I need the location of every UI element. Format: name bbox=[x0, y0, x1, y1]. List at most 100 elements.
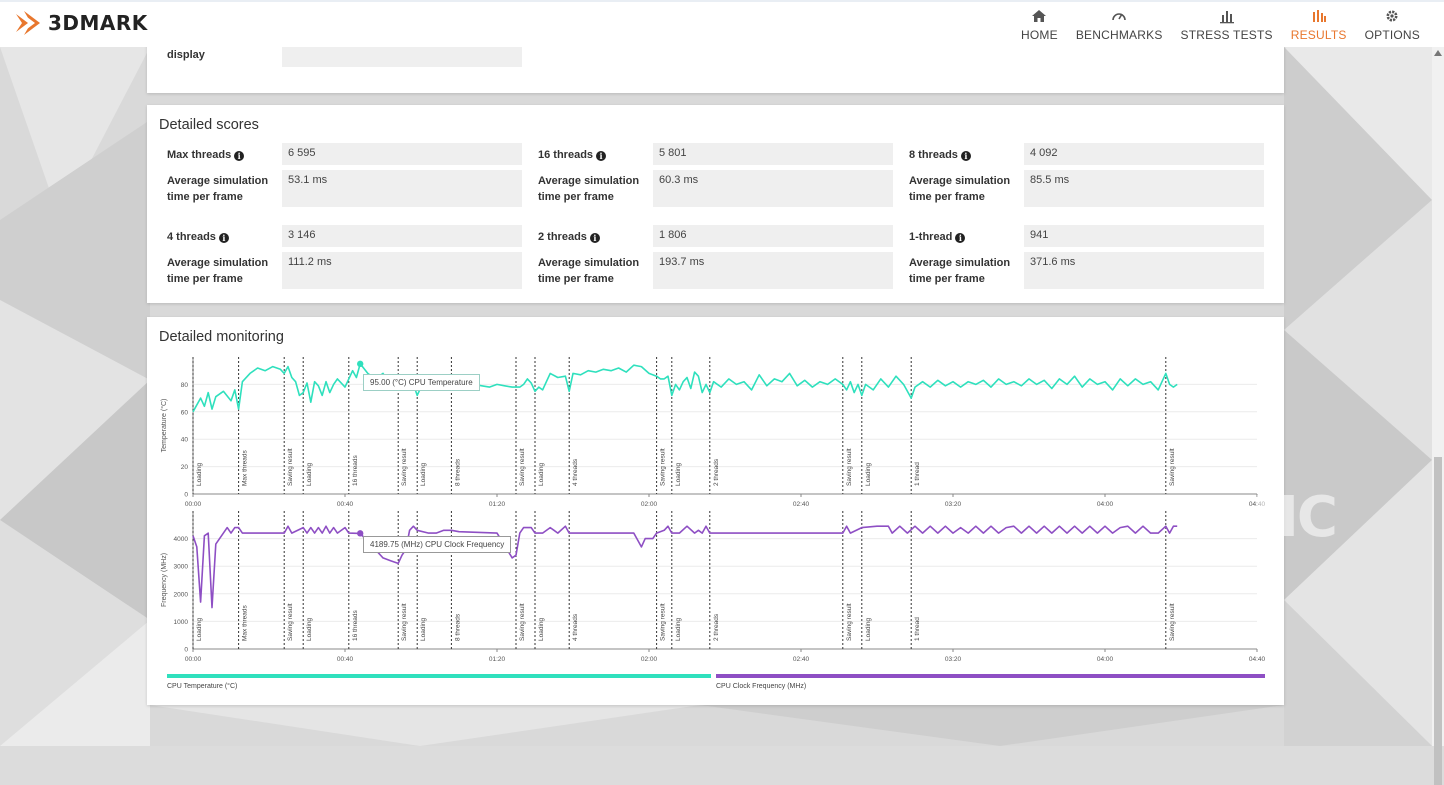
hover-point bbox=[357, 530, 364, 537]
hover-point bbox=[357, 360, 364, 368]
legend-bar-frequency[interactable] bbox=[716, 674, 1265, 678]
phase-marker-label: Saving result bbox=[287, 448, 294, 486]
sim-value: 60.3 ms bbox=[653, 170, 893, 207]
sim-label: Average simulation time per frame bbox=[538, 175, 640, 203]
logo-mark-icon bbox=[16, 11, 40, 35]
score-label-text: 8 threads bbox=[909, 149, 958, 161]
info-icon[interactable]: i bbox=[960, 151, 971, 161]
series-line bbox=[192, 525, 1178, 609]
score-value: 941 bbox=[1024, 225, 1264, 247]
phase-marker-label: 4 threads bbox=[572, 458, 579, 486]
x-tick-label: 02:00 bbox=[641, 501, 658, 508]
score-label-text: 2 threads bbox=[538, 231, 587, 243]
detailed-monitoring-title: Detailed monitoring bbox=[159, 329, 284, 345]
y-tick-label: 2000 bbox=[174, 591, 189, 598]
y-axis-label: Temperature (°C) bbox=[160, 399, 168, 453]
nav-home[interactable]: HOME bbox=[1021, 8, 1058, 42]
phase-marker-label: Saving result bbox=[1169, 603, 1176, 641]
gauge-icon bbox=[1112, 13, 1126, 21]
info-icon[interactable]: i bbox=[955, 233, 966, 243]
info-icon[interactable]: i bbox=[218, 233, 229, 243]
display-label: display bbox=[167, 49, 205, 61]
phase-marker-label: Saving result bbox=[1169, 448, 1176, 486]
score-value: 6 595 bbox=[282, 143, 522, 165]
legend-bar-temperature[interactable] bbox=[167, 674, 711, 678]
x-tick-label: 00:00 bbox=[185, 656, 202, 663]
phase-marker-label: Loading bbox=[306, 462, 313, 486]
x-tick-label: 03:20 bbox=[945, 656, 962, 663]
watermark-logo: NC bbox=[1252, 485, 1338, 550]
phase-marker-label: Saving result bbox=[846, 448, 853, 486]
series-line bbox=[192, 363, 1178, 413]
info-card: display bbox=[147, 40, 1284, 93]
x-tick-label: 00:40 bbox=[337, 501, 354, 508]
score-label-8-threads: 8 threads i bbox=[909, 147, 971, 163]
top-navigation-bar: 3DMARK HOME BENCHMARKS STRESS TESTS RESU… bbox=[0, 0, 1444, 47]
main-nav: HOME BENCHMARKS STRESS TESTS RESULTS OPT… bbox=[1003, 8, 1420, 42]
sim-value: 193.7 ms bbox=[653, 252, 893, 289]
page-scrollbar[interactable] bbox=[1432, 47, 1444, 785]
scrollbar-thumb[interactable] bbox=[1434, 457, 1442, 785]
score-label-text: 1-thread bbox=[909, 231, 953, 243]
phase-marker-label: 16 threads bbox=[352, 455, 359, 486]
x-tick-label: 04:40 bbox=[1249, 656, 1266, 663]
phase-marker-label: Max threads bbox=[242, 449, 249, 486]
sim-label: Average simulation time per frame bbox=[167, 257, 269, 285]
score-value: 3 146 bbox=[282, 225, 522, 247]
phase-marker-label: 4 threads bbox=[572, 613, 579, 641]
sim-label: Average simulation time per frame bbox=[909, 257, 1011, 285]
detailed-monitoring-card: Detailed monitoring 0 20 40 60 80 Temperature… bbox=[147, 317, 1284, 705]
y-tick-label: 20 bbox=[181, 464, 189, 471]
score-label-16-threads: 16 threads i bbox=[538, 147, 607, 163]
nav-stress-tests[interactable]: STRESS TESTS bbox=[1181, 8, 1273, 42]
score-value: 5 801 bbox=[653, 143, 893, 165]
phase-marker-label: Loading bbox=[675, 617, 682, 641]
3dmark-logo[interactable]: 3DMARK bbox=[14, 8, 148, 38]
nav-options[interactable]: OPTIONS bbox=[1365, 8, 1420, 42]
phase-marker-label: 1 thread bbox=[914, 462, 921, 486]
x-tick-label: 02:40 bbox=[793, 656, 810, 663]
score-label-text: 4 threads bbox=[167, 231, 216, 243]
phase-marker-label: 8 threads bbox=[454, 613, 461, 641]
x-tick-label: 04:40 bbox=[1249, 501, 1266, 508]
score-label-1-thread: 1-thread i bbox=[909, 229, 966, 245]
x-tick-label: 00:00 bbox=[185, 501, 202, 508]
phase-marker-label: Loading bbox=[196, 617, 203, 641]
phase-marker-label: Loading bbox=[675, 462, 682, 486]
y-tick-label: 4000 bbox=[174, 536, 189, 543]
phase-marker-label: Saving result bbox=[287, 603, 294, 641]
phase-marker-label: Saving result bbox=[519, 603, 526, 641]
phase-marker-label: Saving result bbox=[846, 603, 853, 641]
x-tick-label: 03:20 bbox=[945, 501, 962, 508]
y-tick-label: 1000 bbox=[174, 619, 189, 626]
y-tick-label: 40 bbox=[181, 437, 189, 444]
phase-marker-label: Max threads bbox=[242, 604, 249, 641]
info-icon[interactable]: i bbox=[596, 151, 607, 161]
info-icon[interactable]: i bbox=[234, 151, 245, 161]
scroll-up-arrow-icon[interactable] bbox=[1432, 47, 1444, 59]
info-icon[interactable]: i bbox=[589, 233, 600, 243]
phase-marker-label: Loading bbox=[420, 617, 427, 641]
nav-results[interactable]: RESULTS bbox=[1291, 8, 1347, 42]
monitoring-charts[interactable]: 0 20 40 60 80 Temperature (°C) 00:00 00:40 01:20… bbox=[147, 317, 1284, 705]
phase-marker-label: 2 threads bbox=[713, 613, 720, 641]
detailed-scores-card: Detailed scores Max threads i 6 595 Avera… bbox=[147, 105, 1284, 303]
x-tick-label: 00:40 bbox=[337, 656, 354, 663]
sim-value: 111.2 ms bbox=[282, 252, 522, 289]
phase-marker-label: Loading bbox=[420, 462, 427, 486]
temperature-tooltip: 95.00 (°C) CPU Temperature bbox=[363, 374, 480, 391]
nav-benchmarks-label: BENCHMARKS bbox=[1075, 28, 1163, 42]
bars-icon bbox=[1219, 11, 1234, 24]
y-tick-label: 60 bbox=[181, 409, 189, 416]
x-tick-label: 02:40 bbox=[793, 501, 810, 508]
phase-marker-label: Saving result bbox=[401, 603, 408, 641]
nav-benchmarks[interactable]: BENCHMARKS bbox=[1076, 8, 1163, 42]
sim-label: Average simulation time per frame bbox=[909, 175, 1011, 203]
sim-value: 371.6 ms bbox=[1024, 252, 1264, 289]
phase-marker-label: Loading bbox=[538, 462, 545, 486]
x-tick-label: 01:20 bbox=[489, 501, 506, 508]
x-tick-label: 04:00 bbox=[1097, 656, 1114, 663]
sim-value: 85.5 ms bbox=[1024, 170, 1264, 207]
gear-icon bbox=[1386, 10, 1398, 22]
phase-marker-label: 2 threads bbox=[713, 458, 720, 486]
